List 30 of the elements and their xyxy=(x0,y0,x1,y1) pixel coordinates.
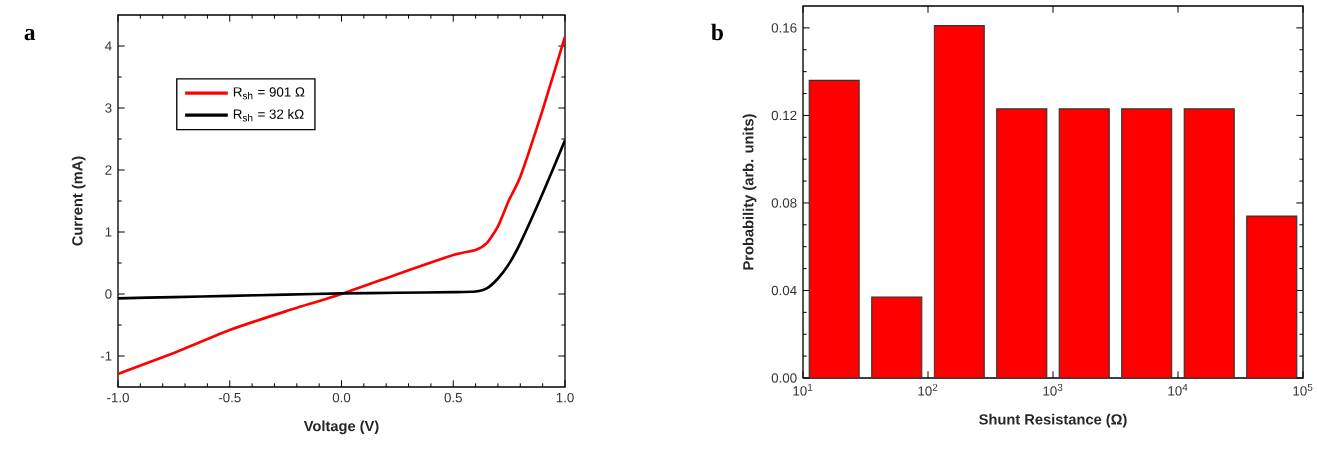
legend-label: R$_{sh}$ = 901 Ω xyxy=(233,87,305,100)
y-tick-label: 1 xyxy=(105,227,112,237)
y-tick-label: 4 xyxy=(105,41,112,51)
y-axis-title: Current (mA) xyxy=(71,156,86,246)
x-axis-title: Shunt Resistance (Ω) xyxy=(979,413,1127,428)
x-axis-title: Voltage (V) xyxy=(303,420,379,435)
y-tick-label: -1 xyxy=(100,351,112,361)
y-tick-label: 2 xyxy=(105,165,112,175)
x-tick-label: 10$^{1}$ xyxy=(793,383,813,396)
x-tick-label: 10$^{5}$ xyxy=(1293,383,1313,396)
line-series xyxy=(118,35,565,376)
y-tick-label: 0.08 xyxy=(771,198,797,208)
y-tick-label: 0.00 xyxy=(771,373,797,383)
y-tick-label: 0.04 xyxy=(771,285,797,296)
x-tick-label: 1.0 xyxy=(556,392,574,403)
x-tick-label: -0.5 xyxy=(218,392,241,403)
y-axis-title: Probability (arb. units) xyxy=(742,114,757,270)
text: b xyxy=(711,23,723,41)
x-tick-label: 10$^{4}$ xyxy=(1168,383,1188,396)
chart-title: a xyxy=(24,29,36,41)
x-tick-label: 10$^{2}$ xyxy=(918,383,938,396)
y-tick-label: 0.12 xyxy=(771,110,797,121)
x-tick-label: 10$^{3}$ xyxy=(1043,383,1063,396)
y-tick-label: 0.16 xyxy=(771,23,797,33)
x-tick-label: 0.0 xyxy=(332,392,351,403)
y-tick-label: 3 xyxy=(105,103,112,113)
x-tick-label: 0.5 xyxy=(444,392,462,403)
legend-label: R$_{sh}$ = 32 kΩ xyxy=(233,109,304,122)
x-tick-label: -1.0 xyxy=(107,392,129,403)
y-tick-label: 0 xyxy=(105,289,112,299)
